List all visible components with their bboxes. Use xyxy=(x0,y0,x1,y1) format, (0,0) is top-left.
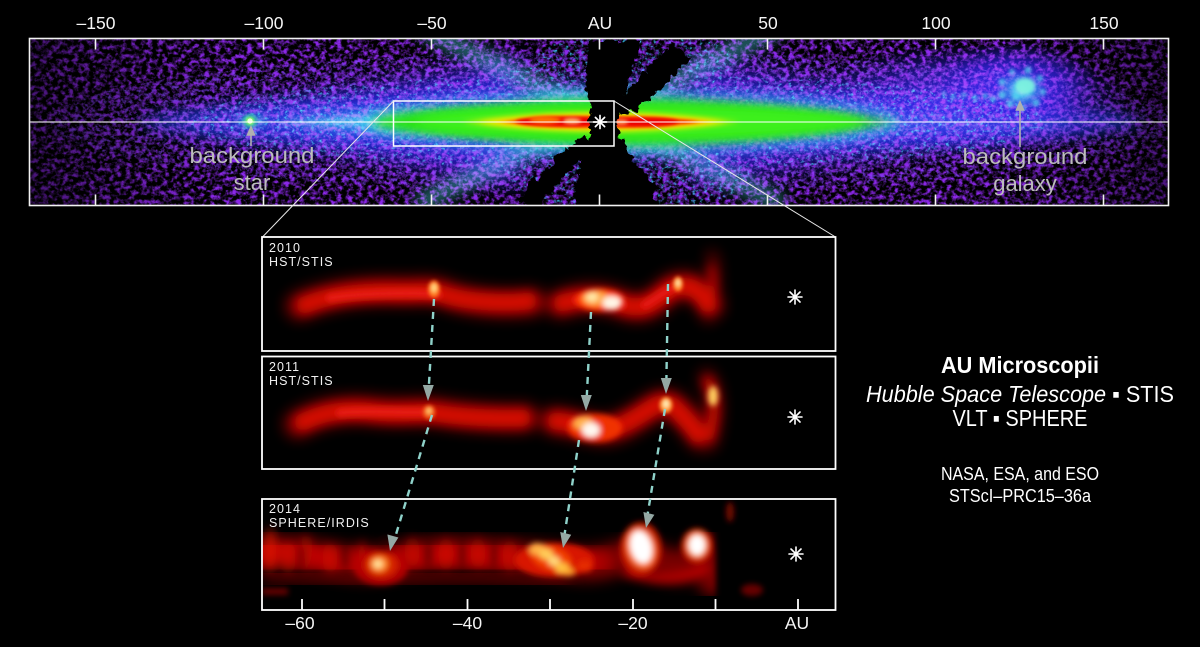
svg-text:2011: 2011 xyxy=(269,360,300,374)
svg-text:2014: 2014 xyxy=(269,502,301,516)
svg-text:–100: –100 xyxy=(245,13,284,33)
svg-text:150: 150 xyxy=(1089,13,1118,33)
svg-text:SPHERE/IRDIS: SPHERE/IRDIS xyxy=(269,516,370,530)
svg-text:2010: 2010 xyxy=(269,241,301,255)
svg-text:100: 100 xyxy=(921,13,950,33)
svg-text:–40: –40 xyxy=(453,613,482,633)
svg-text:star: star xyxy=(234,170,271,195)
svg-text:HST/STIS: HST/STIS xyxy=(269,255,334,269)
svg-text:AU: AU xyxy=(588,13,612,33)
svg-text:background: background xyxy=(963,144,1088,169)
svg-text:AU: AU xyxy=(785,613,809,633)
svg-text:VLT ▪ SPHERE: VLT ▪ SPHERE xyxy=(953,405,1088,431)
svg-text:–50: –50 xyxy=(417,13,446,33)
svg-text:Hubble Space Telescope ▪ STIS: Hubble Space Telescope ▪ STIS xyxy=(866,381,1174,407)
svg-text:STScI–PRC15–36a: STScI–PRC15–36a xyxy=(949,486,1092,506)
svg-text:–150: –150 xyxy=(77,13,116,33)
svg-text:–60: –60 xyxy=(285,613,314,633)
svg-text:–20: –20 xyxy=(618,613,647,633)
svg-text:HST/STIS: HST/STIS xyxy=(269,374,334,388)
svg-text:50: 50 xyxy=(758,13,778,33)
svg-text:background: background xyxy=(190,143,315,168)
svg-text:NASA, ESA, and ESO: NASA, ESA, and ESO xyxy=(941,464,1099,484)
svg-text:galaxy: galaxy xyxy=(993,171,1057,196)
svg-text:AU Microscopii: AU Microscopii xyxy=(941,352,1099,378)
